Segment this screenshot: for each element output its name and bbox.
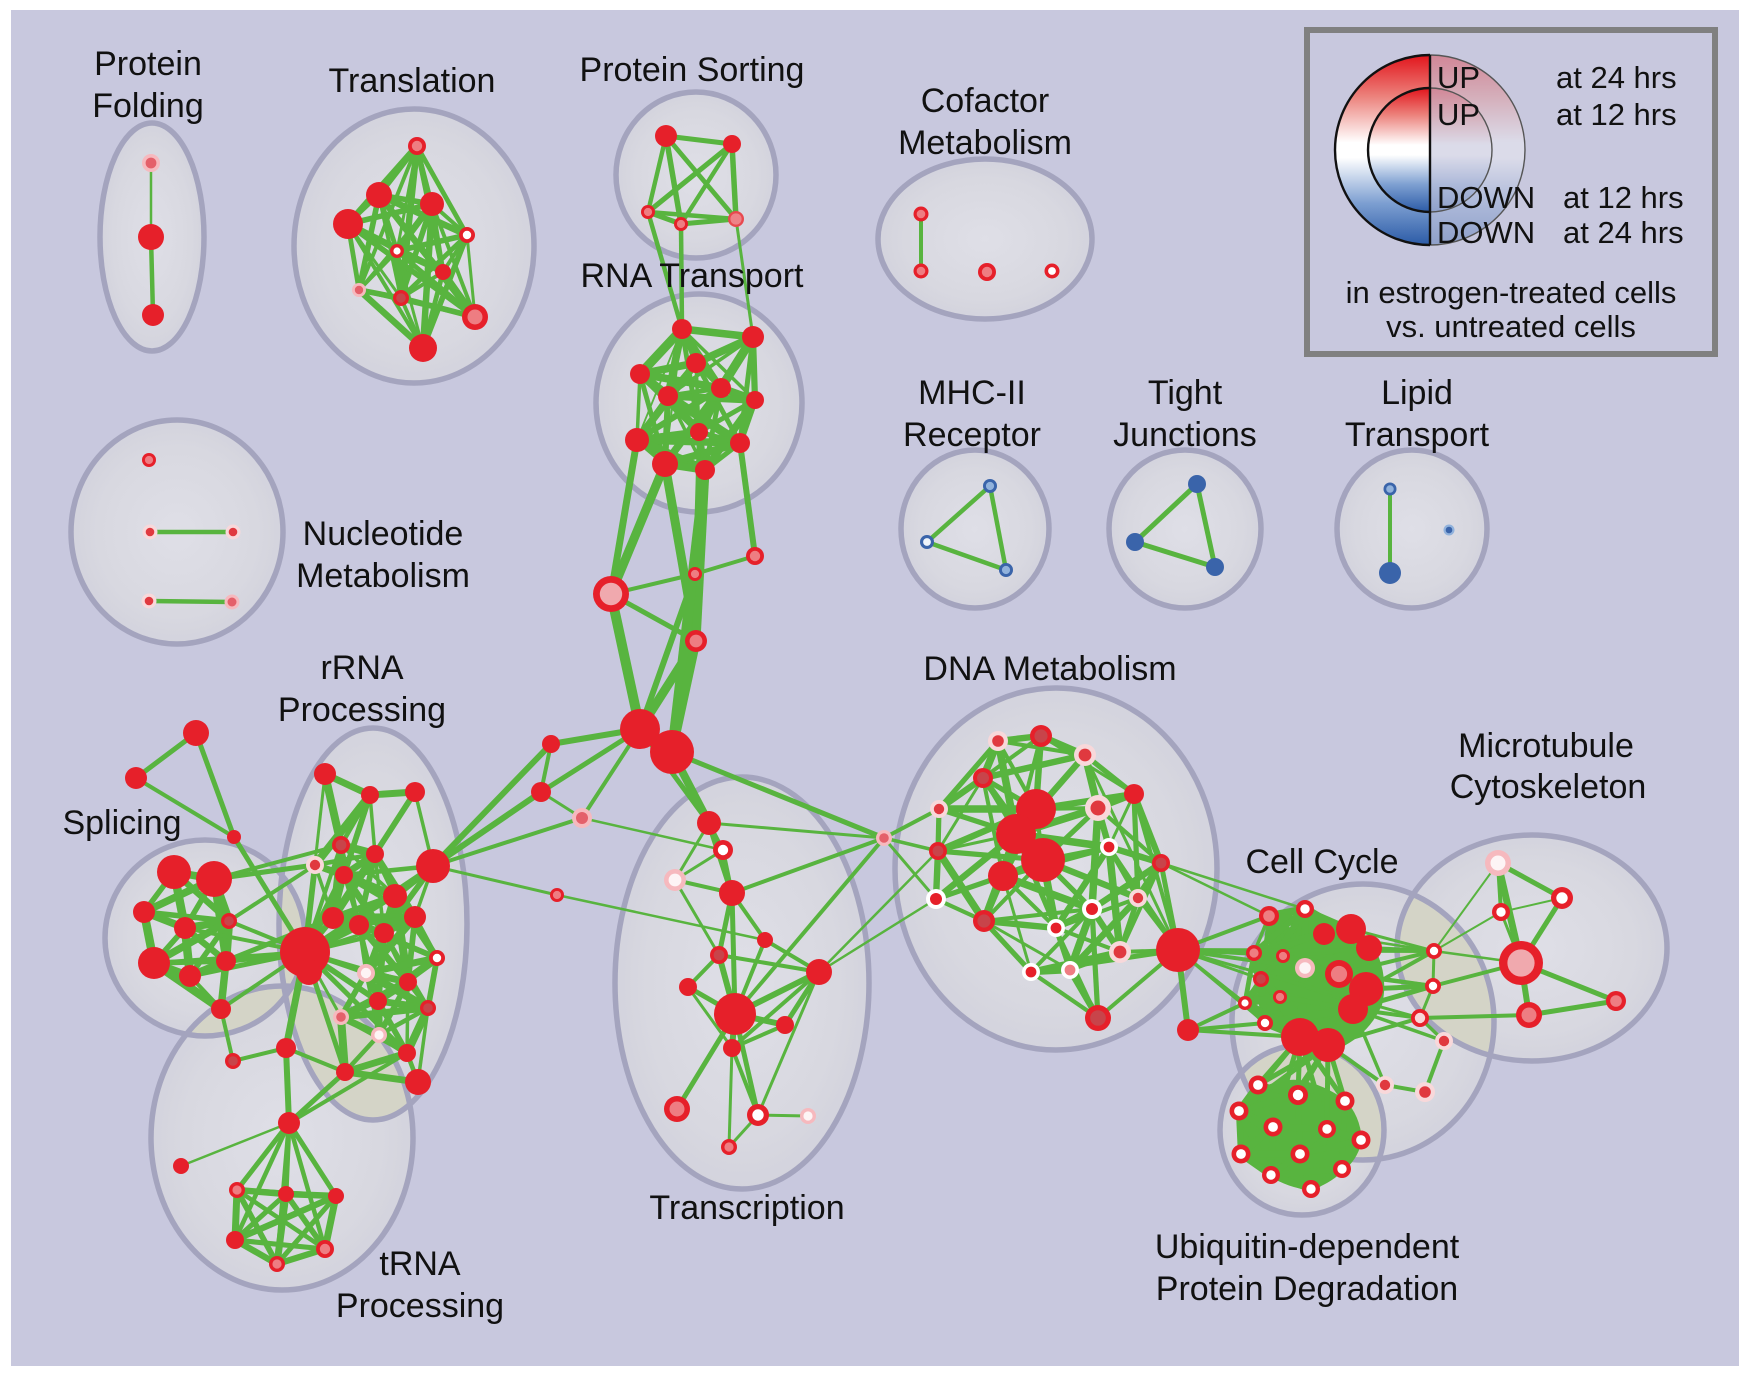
svg-text:Processing: Processing bbox=[278, 691, 446, 729]
svg-text:MHC-II: MHC-II bbox=[918, 374, 1026, 412]
svg-text:at 12 hrs: at 12 hrs bbox=[1556, 97, 1677, 132]
svg-text:Transcription: Transcription bbox=[649, 1189, 844, 1227]
svg-text:Junctions: Junctions bbox=[1113, 416, 1257, 454]
svg-text:Microtubule: Microtubule bbox=[1458, 727, 1634, 765]
svg-text:Metabolism: Metabolism bbox=[898, 124, 1072, 162]
svg-text:Protein: Protein bbox=[94, 45, 202, 83]
svg-text:Protein Degradation: Protein Degradation bbox=[1156, 1270, 1458, 1308]
svg-text:DOWN: DOWN bbox=[1437, 215, 1535, 250]
svg-text:tRNA: tRNA bbox=[379, 1245, 461, 1283]
svg-text:in estrogen-treated cells: in estrogen-treated cells bbox=[1346, 275, 1677, 310]
svg-text:RNA Transport: RNA Transport bbox=[581, 257, 805, 295]
svg-text:Metabolism: Metabolism bbox=[296, 557, 470, 595]
svg-text:DNA Metabolism: DNA Metabolism bbox=[923, 650, 1176, 688]
svg-text:Nucleotide: Nucleotide bbox=[303, 515, 464, 553]
svg-text:at 24 hrs: at 24 hrs bbox=[1563, 215, 1684, 250]
svg-text:at 12 hrs: at 12 hrs bbox=[1563, 180, 1684, 215]
svg-text:Cytoskeleton: Cytoskeleton bbox=[1450, 768, 1647, 806]
svg-text:Translation: Translation bbox=[329, 62, 496, 100]
svg-text:UP: UP bbox=[1437, 97, 1480, 132]
svg-text:Splicing: Splicing bbox=[62, 804, 181, 842]
svg-text:Folding: Folding bbox=[92, 87, 204, 125]
svg-text:Receptor: Receptor bbox=[903, 416, 1041, 454]
svg-text:Lipid: Lipid bbox=[1381, 374, 1453, 412]
svg-text:vs. untreated cells: vs. untreated cells bbox=[1386, 309, 1636, 344]
svg-text:Cell Cycle: Cell Cycle bbox=[1245, 843, 1398, 881]
svg-text:UP: UP bbox=[1437, 60, 1480, 95]
svg-text:Transport: Transport bbox=[1345, 416, 1490, 454]
svg-text:Tight: Tight bbox=[1148, 374, 1223, 412]
svg-text:Ubiquitin-dependent: Ubiquitin-dependent bbox=[1155, 1228, 1460, 1266]
svg-text:at 24 hrs: at 24 hrs bbox=[1556, 60, 1677, 95]
svg-text:Processing: Processing bbox=[336, 1287, 504, 1325]
svg-text:rRNA: rRNA bbox=[320, 649, 403, 687]
svg-text:DOWN: DOWN bbox=[1437, 180, 1535, 215]
svg-text:Protein Sorting: Protein Sorting bbox=[580, 51, 805, 89]
svg-text:Cofactor: Cofactor bbox=[921, 82, 1050, 120]
